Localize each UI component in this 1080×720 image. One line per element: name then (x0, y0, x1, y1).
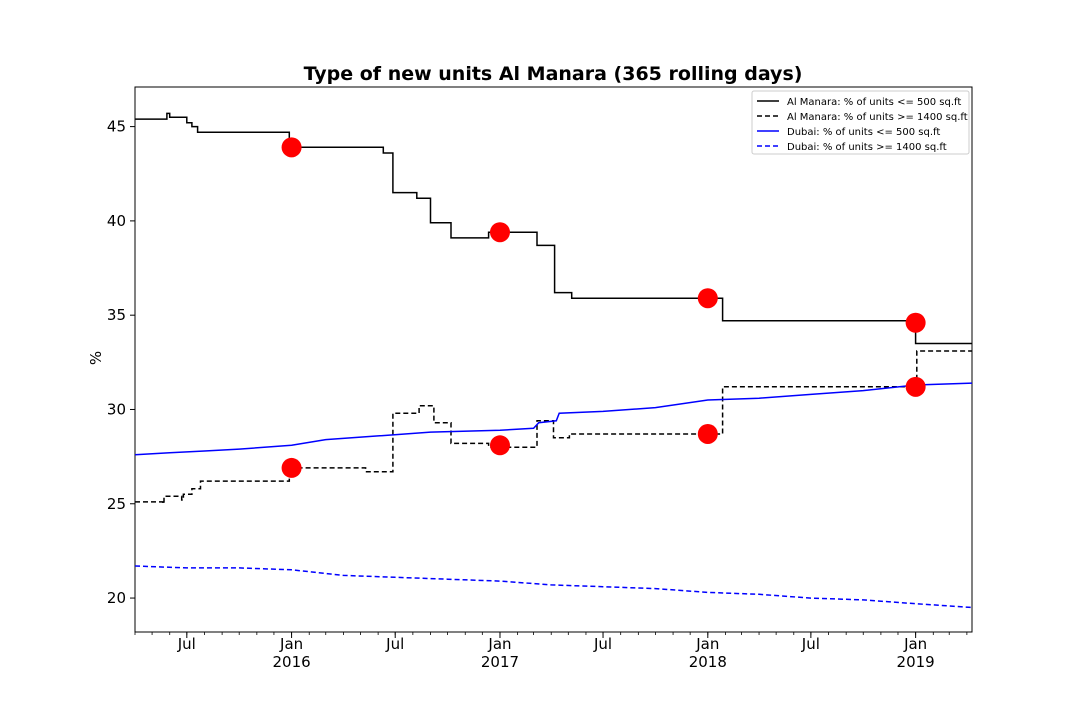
highlight-marker (281, 457, 302, 478)
y-tick-label: 30 (107, 400, 126, 418)
x-tick-label: Jul (593, 635, 612, 653)
highlight-marker (281, 137, 302, 158)
y-tick-label: 45 (107, 118, 126, 136)
y-tick-label: 40 (107, 212, 126, 230)
y-tick-label: 35 (107, 306, 126, 324)
x-tick-label: Jan (487, 635, 511, 653)
series-line-2 (135, 350, 972, 505)
y-tick-label: 20 (107, 589, 126, 607)
highlight-marker (905, 312, 926, 333)
chart-title: Type of new units Al Manara (365 rolling… (304, 63, 803, 85)
series-line-3 (134, 382, 973, 456)
legend-box (751, 90, 970, 155)
x-tick-label: Jan (279, 635, 303, 653)
y-tick-label: 25 (107, 495, 126, 513)
legend-label: Dubai: % of units >= 1400 sq.ft (787, 142, 947, 153)
legend-label: Al Manara: % of units <= 500 sq.ft (787, 97, 961, 108)
axes-frame (134, 86, 973, 633)
highlight-marker (489, 435, 510, 456)
x-tick-label: Jul (385, 635, 404, 653)
x-tick-year-label: 2018 (689, 653, 727, 671)
highlight-marker (697, 288, 718, 309)
y-axis-label: % (87, 351, 105, 365)
highlight-marker (905, 376, 926, 397)
x-tick-year-label: 2016 (272, 653, 310, 671)
series-line-1 (135, 112, 972, 345)
x-tick-year-label: 2017 (481, 653, 519, 671)
x-tick-year-label: 2019 (897, 653, 935, 671)
legend-label: Dubai: % of units <= 500 sq.ft (787, 127, 940, 138)
legend-label: Al Manara: % of units >= 1400 sq.ft (787, 112, 968, 123)
highlight-marker (697, 423, 718, 444)
x-tick-label: Jan (695, 635, 719, 653)
series-line-4 (134, 565, 973, 609)
x-tick-label: Jul (177, 635, 196, 653)
highlight-marker (489, 222, 510, 243)
x-tick-label: Jan (903, 635, 927, 653)
legend: Al Manara: % of units <= 500 sq.ft Al Man… (751, 90, 970, 155)
x-tick-label: Jul (801, 635, 820, 653)
